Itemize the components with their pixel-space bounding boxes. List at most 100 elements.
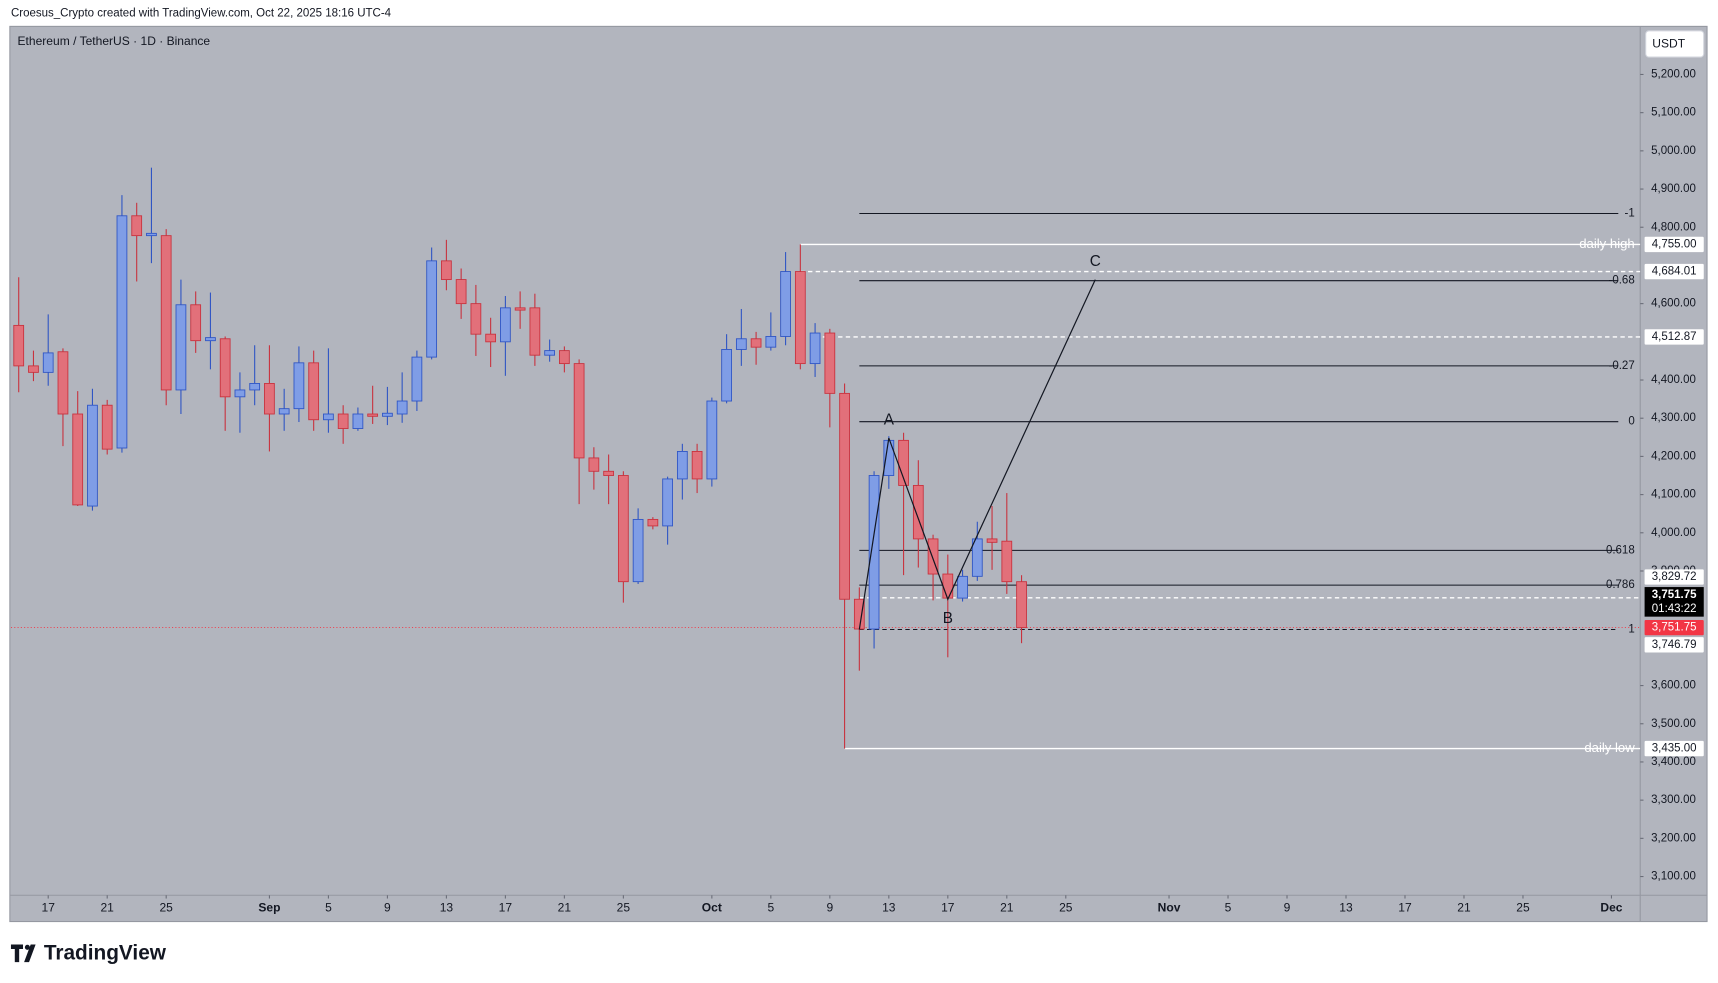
fib-badge: 3,746.79 <box>1652 639 1697 651</box>
fib-level-label: 0.786 <box>1606 579 1635 591</box>
candle-body <box>42 352 54 373</box>
x-tick-label: Oct <box>702 901 722 915</box>
price-line-label: daily high <box>1579 236 1634 251</box>
y-tick-label: 3,200.00 <box>1651 832 1696 844</box>
x-tick-label: 13 <box>882 901 896 915</box>
candle-body <box>868 475 880 630</box>
last-price-box <box>1644 587 1704 617</box>
price-line-badge: 3,435.00 <box>1652 743 1697 755</box>
y-tick-label: 5,000.00 <box>1651 145 1696 157</box>
candle-body <box>514 307 526 311</box>
candle-body <box>942 573 954 599</box>
pattern-label: A <box>884 412 895 429</box>
y-tick-label: 3,500.00 <box>1651 718 1696 730</box>
price-line-badge-box <box>1644 569 1704 585</box>
x-tick-label: 17 <box>42 901 56 915</box>
candle-body <box>559 350 570 365</box>
candle-body <box>146 232 157 237</box>
y-tick-label: 5,100.00 <box>1651 107 1696 119</box>
y-tick-label: 3,400.00 <box>1651 756 1696 768</box>
logo-mark <box>10 944 36 963</box>
y-tick-label: 4,200.00 <box>1651 450 1696 462</box>
fib-level-label: 0.618 <box>1606 544 1635 556</box>
candle-body <box>735 338 747 350</box>
price-line-badge: 4,755.00 <box>1652 238 1697 250</box>
candle-body <box>337 413 349 429</box>
candle-body <box>971 538 983 577</box>
candle-body <box>190 304 202 342</box>
x-tick-label: 25 <box>159 901 173 915</box>
candle-body <box>839 392 850 600</box>
fib-level-label: 0 <box>1628 416 1634 428</box>
candle-body <box>278 408 290 415</box>
candle-body <box>500 307 511 343</box>
x-tick-label: 17 <box>941 901 955 915</box>
candle-body <box>809 332 821 365</box>
logo-dot <box>24 944 30 950</box>
price-line-badge: 4,684.01 <box>1652 266 1697 278</box>
x-tick-label: 17 <box>499 901 513 915</box>
y-tick-label: 4,100.00 <box>1651 489 1696 501</box>
candle-body <box>396 400 408 415</box>
candle-body <box>632 518 644 583</box>
candle-body <box>647 518 659 527</box>
x-tick-label: Nov <box>1158 901 1181 915</box>
x-tick-label: 21 <box>558 901 572 915</box>
x-tick-label: 9 <box>384 901 391 915</box>
currency-label[interactable]: USDT <box>1652 37 1685 51</box>
candle-body <box>706 400 718 480</box>
y-tick-label: 4,800.00 <box>1651 221 1696 233</box>
candle-body <box>691 451 703 480</box>
chart-frame <box>9 25 1708 923</box>
candle-body <box>986 538 998 543</box>
last-price-label: 3,751.75 <box>1652 589 1697 601</box>
fib-level-label: -1 <box>1624 208 1634 220</box>
candle-body <box>131 215 143 237</box>
x-tick-label: 5 <box>1225 901 1232 915</box>
last-price-badge: 3,751.75 <box>1652 622 1697 634</box>
candle-body <box>780 271 791 337</box>
candle-body <box>160 235 172 391</box>
candle-body <box>87 404 98 507</box>
x-tick-label: 25 <box>617 901 631 915</box>
candle-body <box>794 271 806 365</box>
candle-body <box>588 457 600 472</box>
x-tick-label: 13 <box>1339 901 1353 915</box>
candle-body <box>485 333 497 343</box>
x-tick-label: 9 <box>826 901 833 915</box>
price-line-badge-box <box>1644 263 1704 280</box>
price-line-badge-box <box>1644 740 1704 757</box>
y-tick-label: 4,900.00 <box>1651 183 1696 195</box>
attribution: Croesus_Crypto created with TradingView.… <box>11 7 392 19</box>
y-tick-label: 4,000.00 <box>1651 527 1696 539</box>
x-tick-label: Dec <box>1600 901 1622 915</box>
x-tick-label: 5 <box>325 901 332 915</box>
candle-body <box>411 356 423 402</box>
logo: TradingView <box>10 941 167 964</box>
candle-body <box>234 389 246 398</box>
candle-body <box>676 451 688 480</box>
candle-body <box>470 303 482 335</box>
candle-body <box>441 260 452 281</box>
price-line-badge: 3,829.72 <box>1652 571 1697 583</box>
currency-button[interactable] <box>1645 30 1705 58</box>
fib-badge-box <box>1644 637 1704 653</box>
price-line-label: daily low <box>1584 740 1635 755</box>
candle-body <box>323 413 334 421</box>
price-line-badge-box <box>1644 236 1704 253</box>
candle-body <box>264 383 275 415</box>
y-tick-label: 3,100.00 <box>1651 871 1696 883</box>
candle-body <box>1016 581 1027 629</box>
candle-body <box>72 413 84 506</box>
candle-body <box>721 349 732 402</box>
candle-body <box>308 362 320 421</box>
x-tick-label: 17 <box>1398 901 1412 915</box>
x-tick-label: 21 <box>1000 901 1014 915</box>
candle-body <box>529 307 541 356</box>
fib-level-label: -0.27 <box>1609 360 1635 372</box>
x-tick-label: 25 <box>1516 901 1530 915</box>
y-tick-label: 3,300.00 <box>1651 794 1696 806</box>
candle-body <box>927 538 939 575</box>
candle-body <box>765 336 777 348</box>
